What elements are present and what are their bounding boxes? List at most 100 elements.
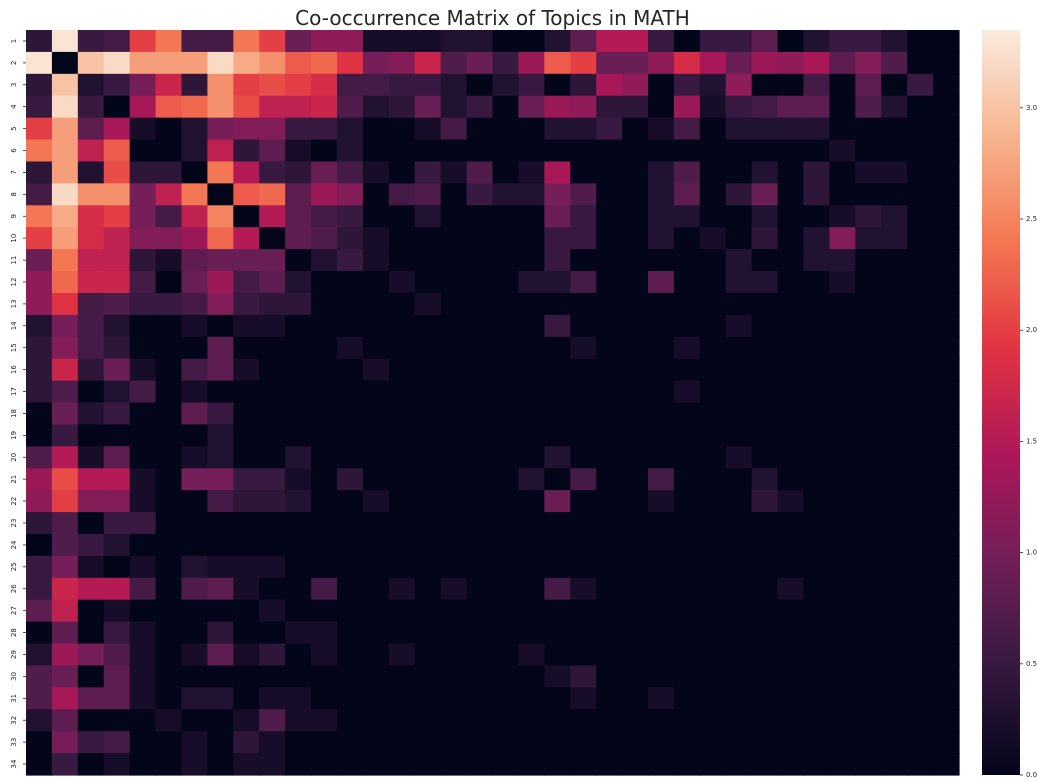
row-tick-label: 3: [10, 83, 18, 87]
heatmap-cell: [881, 271, 908, 294]
heatmap-cell: [414, 161, 442, 184]
heatmap-cell: [648, 314, 675, 338]
heatmap-cell: [26, 599, 53, 623]
heatmap-cell: [829, 95, 856, 119]
heatmap-cell: [699, 249, 727, 272]
heatmap-cell: [907, 665, 934, 688]
heatmap-cell: [622, 30, 649, 53]
heatmap-cell: [725, 731, 753, 754]
heatmap-cell: [388, 402, 416, 426]
heatmap-cell: [803, 358, 831, 382]
heatmap-cell: [933, 227, 960, 250]
heatmap-cell: [388, 555, 416, 579]
heatmap-cell: [725, 753, 753, 776]
heatmap-cell: [777, 555, 805, 579]
heatmap-cell: [311, 687, 338, 710]
heatmap-cell: [129, 665, 157, 688]
heatmap-cell: [259, 161, 286, 184]
heatmap-cell: [103, 314, 131, 338]
heatmap-cell: [207, 139, 234, 163]
heatmap-cell: [803, 314, 831, 338]
heatmap-cell: [777, 161, 805, 184]
heatmap-cell: [207, 599, 234, 623]
heatmap-cell: [233, 490, 260, 513]
heatmap-cell: [285, 687, 312, 710]
heatmap-cell: [466, 490, 494, 513]
heatmap-cell: [77, 512, 105, 535]
heatmap-cell: [103, 271, 131, 294]
heatmap-cell: [414, 753, 442, 776]
heatmap-cell: [129, 292, 157, 316]
heatmap-cell: [414, 577, 442, 601]
heatmap-cell: [544, 205, 571, 228]
heatmap-cell: [155, 183, 183, 206]
heatmap-cell: [648, 358, 675, 382]
heatmap-cell: [622, 227, 649, 250]
heatmap-cell: [855, 665, 882, 688]
heatmap-cell: [570, 271, 597, 294]
heatmap-cell: [725, 314, 753, 338]
heatmap-cell: [259, 205, 286, 228]
heatmap-cell: [933, 336, 960, 360]
heatmap-cell: [155, 533, 183, 557]
heatmap-cell: [622, 731, 649, 754]
heatmap-cell: [414, 555, 442, 579]
heatmap-cell: [751, 424, 779, 447]
heatmap-cell: [51, 446, 79, 469]
heatmap-cell: [285, 424, 312, 447]
heatmap-cell: [233, 271, 260, 294]
heatmap-cell: [673, 424, 701, 447]
heatmap-cell: [777, 117, 805, 141]
heatmap-cell: [337, 599, 364, 623]
heatmap-cell: [622, 533, 649, 557]
heatmap-cell: [233, 753, 260, 776]
row-tick-label: 10: [10, 234, 18, 243]
heatmap-cell: [311, 205, 338, 228]
heatmap-cell: [233, 183, 260, 206]
heatmap-cell: [440, 533, 468, 557]
heatmap-cell: [751, 183, 779, 206]
heatmap-cell: [673, 314, 701, 338]
heatmap-cell: [570, 621, 597, 645]
heatmap-cell: [337, 30, 364, 53]
heatmap-cell: [311, 73, 338, 97]
heatmap-cell: [77, 314, 105, 338]
heatmap-cell: [699, 665, 727, 688]
heatmap-cell: [751, 358, 779, 382]
row-tick-label: 13: [10, 299, 18, 308]
heatmap-cell: [51, 577, 79, 601]
heatmap-cell: [596, 336, 623, 360]
heatmap-cell: [51, 51, 79, 75]
heatmap-cell: [829, 599, 856, 623]
heatmap-cell: [907, 358, 934, 382]
heatmap-cell: [518, 73, 545, 97]
heatmap-cell: [622, 314, 649, 338]
heatmap-cell: [155, 555, 183, 579]
heatmap-cell: [233, 555, 260, 579]
heatmap-cell: [544, 533, 571, 557]
heatmap-cell: [26, 139, 53, 163]
heatmap-cell: [544, 51, 571, 75]
heatmap-cell: [751, 490, 779, 513]
heatmap-cell: [103, 577, 131, 601]
heatmap-cell: [440, 599, 468, 623]
heatmap-cell: [51, 599, 79, 623]
heatmap-cell: [648, 665, 675, 688]
heatmap-cell: [699, 424, 727, 447]
heatmap-cell: [155, 249, 183, 272]
heatmap-cell: [570, 380, 597, 404]
heatmap-cell: [777, 183, 805, 206]
heatmap-cell: [233, 599, 260, 623]
heatmap-cell: [155, 643, 183, 667]
heatmap-cell: [285, 468, 312, 491]
heatmap-cell: [388, 95, 416, 119]
heatmap-cell: [440, 292, 468, 316]
heatmap-cell: [622, 402, 649, 426]
heatmap-cell: [285, 271, 312, 294]
heatmap-cell: [829, 205, 856, 228]
heatmap-cell: [648, 709, 675, 732]
heatmap-cell: [26, 621, 53, 645]
heatmap-cell: [622, 117, 649, 141]
heatmap-cell: [285, 577, 312, 601]
heatmap-cell: [77, 555, 105, 579]
